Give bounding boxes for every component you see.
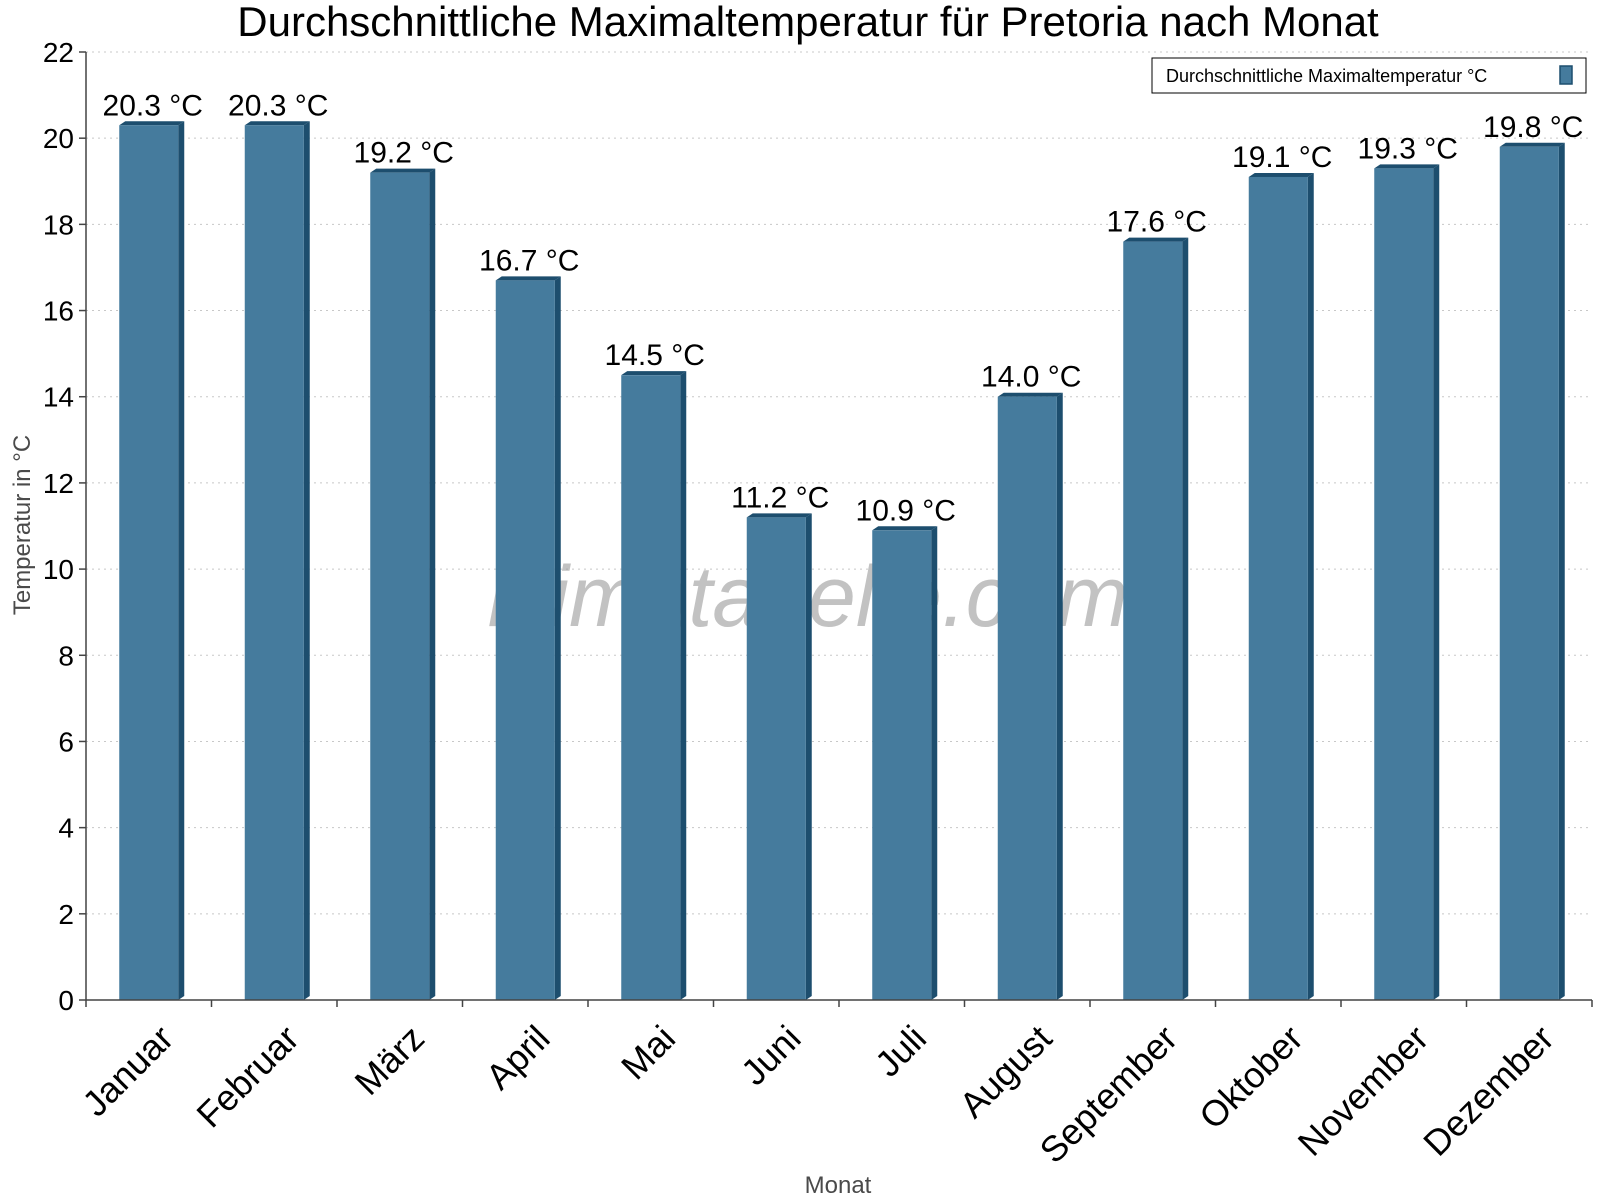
legend-box — [1151, 57, 1587, 94]
x-tick-label: Oktober — [1191, 1017, 1311, 1137]
x-tick-label: Februar — [188, 1017, 306, 1135]
bar-side — [178, 121, 185, 1001]
bar-value-label: 19.3 °C — [1358, 132, 1458, 165]
y-tick-label: 6 — [58, 726, 74, 757]
bar — [119, 125, 179, 1001]
x-tick-label: Januar — [74, 1017, 181, 1124]
x-tick-label: Juni — [733, 1017, 809, 1093]
bar-side — [805, 513, 812, 1000]
bar-value-label: 19.2 °C — [354, 137, 454, 170]
bar-value-label: 19.1 °C — [1232, 141, 1332, 174]
bar — [872, 530, 932, 1000]
x-tick-label: Mai — [613, 1017, 683, 1087]
bar — [621, 375, 681, 1000]
x-tick-label: Juli — [867, 1017, 934, 1084]
bar-value-label: 17.6 °C — [1107, 206, 1207, 239]
bar-top — [495, 276, 561, 281]
x-tick-label: November — [1290, 1017, 1436, 1163]
bar-value-label: 11.2 °C — [731, 481, 829, 514]
data-labels: 20.3 °C 20.3 °C 19.2 °C 16.7 °C 14.5 °C 11.2 … — [103, 89, 1584, 527]
legend-swatch — [1559, 65, 1573, 85]
bar-top — [1123, 237, 1189, 242]
chart-title: Durchschnittliche Maximaltemperatur für … — [237, 0, 1379, 45]
bar-top — [1499, 142, 1565, 147]
grid-lines — [86, 51, 1592, 915]
bar-value-label: 16.7 °C — [479, 244, 579, 277]
bar-value-label: 19.8 °C — [1483, 111, 1583, 144]
bar — [244, 125, 304, 1001]
x-axis-ticks: Januar Februar März April Mai Juni Juli AugustS… — [74, 1000, 1593, 1171]
bar-series — [119, 121, 1565, 1001]
bar-top — [1374, 164, 1440, 169]
bar-top — [872, 526, 938, 531]
y-tick-label: 10 — [43, 554, 74, 585]
axes — [85, 52, 1592, 1001]
bar — [495, 280, 555, 1000]
bar-top — [370, 168, 436, 173]
bar-side — [1558, 142, 1565, 1001]
y-tick-label: 18 — [43, 209, 74, 240]
bar-side — [1307, 172, 1314, 1001]
bar — [746, 517, 806, 1000]
bar-value-label: 14.0 °C — [981, 361, 1081, 394]
bar-side — [931, 526, 938, 1000]
y-tick-label: 0 — [58, 985, 74, 1016]
y-tick-label: 22 — [43, 37, 74, 68]
legend: Durchschnittliche Maximaltemperatur °C — [1151, 57, 1587, 94]
bar-top — [997, 392, 1063, 397]
bar-side — [1433, 164, 1440, 1000]
bar — [1374, 168, 1434, 1000]
y-tick-label: 14 — [43, 382, 74, 413]
bar-value-label: 20.3 °C — [103, 89, 203, 122]
x-tick-label: August — [951, 1017, 1059, 1125]
bar-side — [680, 371, 687, 1000]
bar-side — [1182, 237, 1189, 1001]
x-tick-label: März — [347, 1017, 433, 1103]
bar-top — [119, 121, 185, 126]
y-tick-label: 20 — [43, 123, 74, 154]
bar-value-label: 20.3 °C — [228, 89, 328, 122]
y-axis-ticks: 0 2 4 6 8 10 12 14 16 18 20 22 — [43, 37, 86, 1016]
x-tick-label: September — [1032, 1017, 1186, 1171]
y-tick-label: 16 — [43, 296, 74, 327]
y-tick-label: 2 — [58, 899, 74, 930]
x-tick-label: April — [478, 1017, 558, 1097]
bar — [1123, 241, 1183, 1001]
bar — [997, 396, 1057, 1000]
bar-value-label: 10.9 °C — [856, 494, 956, 527]
bar — [1499, 146, 1559, 1001]
y-axis-label: Temperatur in °C — [9, 435, 36, 615]
bar-side — [303, 121, 310, 1001]
legend-label: Durchschnittliche Maximaltemperatur °C — [1166, 66, 1487, 86]
bar-top — [746, 513, 812, 518]
x-axis-label: Monat — [805, 1172, 872, 1199]
bar — [1248, 176, 1308, 1001]
bar-side — [554, 276, 561, 1000]
bar-top — [244, 121, 310, 126]
bar — [370, 172, 430, 1000]
bar-side — [1056, 392, 1063, 1000]
y-tick-label: 12 — [43, 468, 74, 499]
bar-top — [1248, 172, 1314, 177]
y-tick-label: 8 — [58, 640, 74, 671]
bar-side — [429, 168, 436, 1000]
bar-value-label: 14.5 °C — [605, 339, 705, 372]
y-tick-label: 4 — [58, 813, 74, 844]
bar-top — [621, 371, 687, 376]
x-tick-label: Dezember — [1415, 1017, 1561, 1163]
